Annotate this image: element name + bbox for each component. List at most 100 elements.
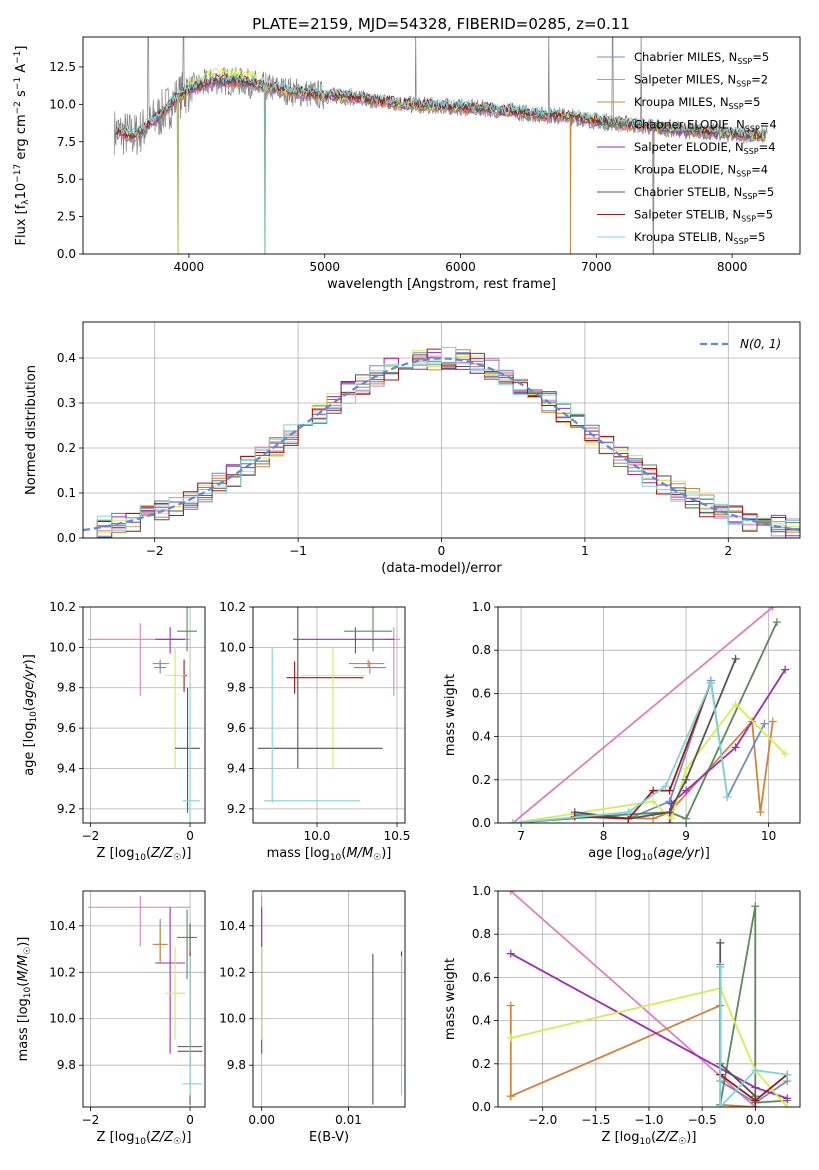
tick-label-y: 0.8 [472,927,491,941]
legend-label: Kroupa STELIB, NSSP=5 [634,230,765,246]
tick-label-x: −1 [289,544,307,558]
gaussian-curve [83,357,800,532]
mass-weight-marker [506,1092,515,1101]
mass-weight-line [719,966,788,1107]
tick-label-y: 10.0 [219,640,246,654]
tick-label-y: 2.5 [57,210,76,224]
tick-label-y: 10.2 [219,600,246,614]
mass-weight-line [512,607,774,823]
legend-label: Chabrier MILES, NSSP=5 [634,50,769,66]
x-axis-label: Z [log10(Z/Z☉)] [602,1130,697,1147]
tick-label-y: 10.2 [49,600,76,614]
y-axis-label: mass [log10(M/M☉)] [16,937,33,1062]
mass-weight-marker [508,819,517,823]
mass-weight-marker [716,962,725,971]
legend-label: N(0, 1) [740,337,781,351]
panel-age-vs-Z: −2 0 9.2 9.4 9.6 9.8 10.0 10.2 Z [log10(Z/Z☉)] ag… [22,600,206,863]
tick-label-y: 5.0 [57,172,76,186]
tick-label-x: 5000 [309,260,340,274]
x-axis-label: Z [log10(Z/Z☉)] [97,1130,192,1147]
x-axis-label: (data-model)/error [381,561,502,576]
mass-weight-marker [723,793,732,802]
mass-weight-marker [772,618,781,627]
tick-label-y: 0.0 [472,1100,491,1114]
tick-label-y: 9.4 [227,761,246,775]
tick-label-y: 0.0 [472,816,491,830]
mass-weight-marker [751,1096,760,1105]
tick-label-x: 0 [438,544,446,558]
panel-weight-vs-Z: −2.0 −1.5 −1.0 −0.5 0.0 0.0 0.2 0.4 0.6 0.8 1.0 Z [… [443,884,801,1147]
tick-label-y: 0.2 [57,441,76,455]
tick-label-x: −2 [82,829,100,843]
panel-spectrum: 4000 5000 6000 7000 8000 0.0 2.5 5.0 7.5 10.0 12.5… [13,36,801,292]
mass-weight-marker [665,808,674,817]
tick-label-y: 10.4 [49,919,76,933]
y-axis-label: Normed distribution [24,365,39,495]
tick-label-y: 0.0 [57,531,76,545]
y-axis-label: age [log10(age/yr)] [22,654,39,776]
mass-weight-marker [665,786,674,795]
tick-label-x: 0.0 [746,1113,765,1127]
legend-label: Salpeter MILES, NSSP=2 [634,73,768,89]
mass-weight-marker [783,1070,792,1079]
x-axis-label: E(B-V) [309,1130,349,1145]
legend-label: Chabrier STELIB, NSSP=5 [634,185,774,201]
mass-weight-marker [731,700,740,709]
tick-label-y: 0.6 [472,686,491,700]
tick-label-x: 7 [517,829,525,843]
residual-histogram [83,347,800,538]
tick-label-x: −2 [82,1113,100,1127]
plot-area-weight-vs-age [508,607,790,823]
mass-weight-marker [506,1001,515,1010]
tick-label-y: 9.8 [57,1058,76,1072]
tick-label-y: 10.0 [49,97,76,111]
tick-label-x: 10 [761,829,776,843]
tick-label-y: 9.8 [227,681,246,695]
legend-label: Kroupa MILES, NSSP=5 [634,95,760,111]
tick-label-y: 7.5 [57,135,76,149]
panel-mass-vs-EBV: 0.00 0.01 9.8 10.0 10.2 10.4 E(B-V) [219,890,406,1145]
tick-label-x: 9 [682,829,690,843]
tick-label-y: 9.6 [227,721,246,735]
tick-label-x: −2.0 [528,1113,557,1127]
tick-label-x: 10.5 [384,829,411,843]
tick-label-y: 10.0 [49,1012,76,1026]
tick-label-y: 0.1 [57,486,76,500]
tick-label-y: 1.0 [472,884,491,898]
plot-area-age-vs-mass [257,607,401,803]
axes-frame [82,321,801,539]
legend-label: Salpeter STELIB, NSSP=5 [634,208,773,224]
tick-label-x: −1.0 [634,1113,663,1127]
mass-weight-marker [506,949,515,958]
tick-label-x: 0.00 [248,1113,275,1127]
mass-weight-line [719,905,788,1105]
tick-label-y: 10.2 [49,965,76,979]
tick-label-x: −1.5 [581,1113,610,1127]
panel-age-vs-mass: 10.0 10.5 9.2 9.4 9.6 9.8 10.0 10.2 mass [log10(… [219,600,411,863]
tick-label-x: 2 [724,544,732,558]
mass-weight-marker [731,654,740,663]
mass-weight-marker [649,797,658,806]
y-axis-label: mass weight [443,674,458,756]
mass-weight-marker [506,1033,515,1042]
y-axis-label: mass weight [443,958,458,1040]
plot-area-spectrum [113,37,768,254]
tick-label-y: 0.4 [57,351,76,365]
legend-label: Kroupa ELODIE, NSSP=4 [634,163,768,179]
plot-area-mass-vs-EBV [261,895,403,1105]
mass-weight-marker [661,782,670,791]
panel-residuals: −2 −1 0 1 2 0.0 0.1 0.2 0.3 0.4 N(0, 1) (data-model… [24,321,801,576]
tick-label-x: 0 [186,1113,194,1127]
mass-weight-marker [751,1083,760,1092]
plot-area-residuals [83,347,800,538]
mass-weight-marker [781,665,790,674]
panel-weight-vs-age: 7 8 9 10 0.0 0.2 0.4 0.6 0.8 1.0 age [log10(age/yr… [443,600,801,863]
axes-frame [252,890,406,1108]
figure-title: PLATE=2159, MJD=54328, FIBERID=0285, z=0… [252,15,630,33]
panel-mass-vs-Z: −2 0 9.8 10.0 10.2 10.4 Z [log10(Z/Z☉)] mass [l… [16,890,206,1147]
tick-label-y: 12.5 [49,60,76,74]
mass-weight-marker [781,749,790,758]
x-axis-label: age [log10(age/yr)] [588,846,710,863]
tick-label-y: 10.4 [219,919,246,933]
tick-label-y: 10.0 [219,1012,246,1026]
